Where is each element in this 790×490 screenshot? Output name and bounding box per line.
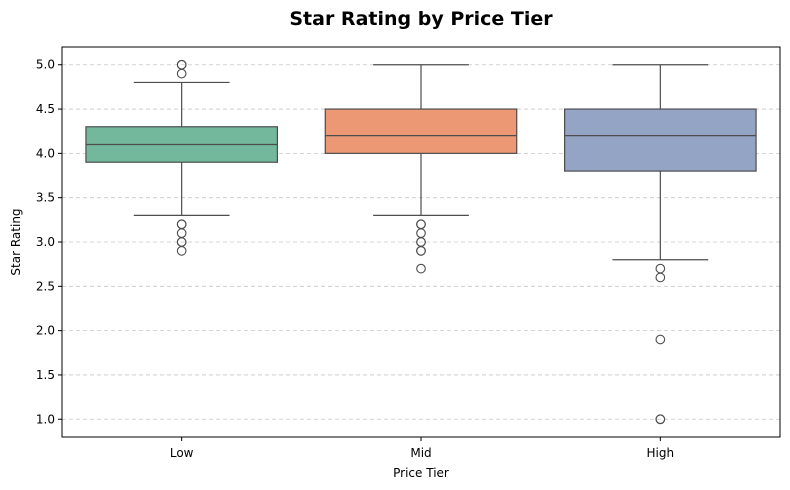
y-axis-ticks: 1.0 1.5 2.0 2.5 3.0 3.5 4.0 4.5 5.0 [36, 58, 62, 426]
outlier-point [176, 246, 187, 256]
y-tick-label: 3.5 [36, 191, 55, 205]
box-mid [324, 64, 518, 274]
outlier-point [655, 263, 666, 274]
box-high [563, 64, 757, 425]
iqr-box [324, 108, 518, 154]
outlier-point [655, 414, 666, 425]
outlier-point [655, 272, 666, 283]
y-tick-label: 5.0 [36, 58, 55, 72]
outlier-point [655, 334, 666, 345]
outlier-point [416, 228, 426, 238]
y-tick-label: 4.0 [36, 146, 55, 160]
box-low [85, 59, 278, 256]
x-tick-label-mid: Mid [410, 446, 431, 460]
outlier-point [416, 219, 426, 230]
x-axis-label: Price Tier [393, 466, 449, 480]
y-tick-label: 4.5 [36, 102, 55, 116]
x-axis-ticks: Low Mid High [170, 437, 674, 460]
y-tick-label: 1.5 [36, 368, 55, 382]
outlier-point [176, 228, 187, 238]
outlier-point [416, 263, 426, 274]
y-tick-label: 2.0 [36, 324, 55, 338]
outlier-point [416, 246, 426, 256]
outlier-point [176, 59, 187, 70]
outlier-point [176, 219, 187, 230]
boxes [85, 59, 757, 425]
y-tick-label: 1.0 [36, 412, 55, 426]
outlier-point [176, 68, 187, 79]
x-tick-label-high: High [647, 446, 675, 460]
x-tick-label-low: Low [170, 446, 194, 460]
iqr-box [563, 108, 757, 172]
y-axis-label: Star Rating [9, 208, 23, 275]
y-tick-label: 2.5 [36, 279, 55, 293]
chart-title: Star Rating by Price Tier [289, 8, 553, 30]
y-tick-label: 3.0 [36, 235, 55, 249]
